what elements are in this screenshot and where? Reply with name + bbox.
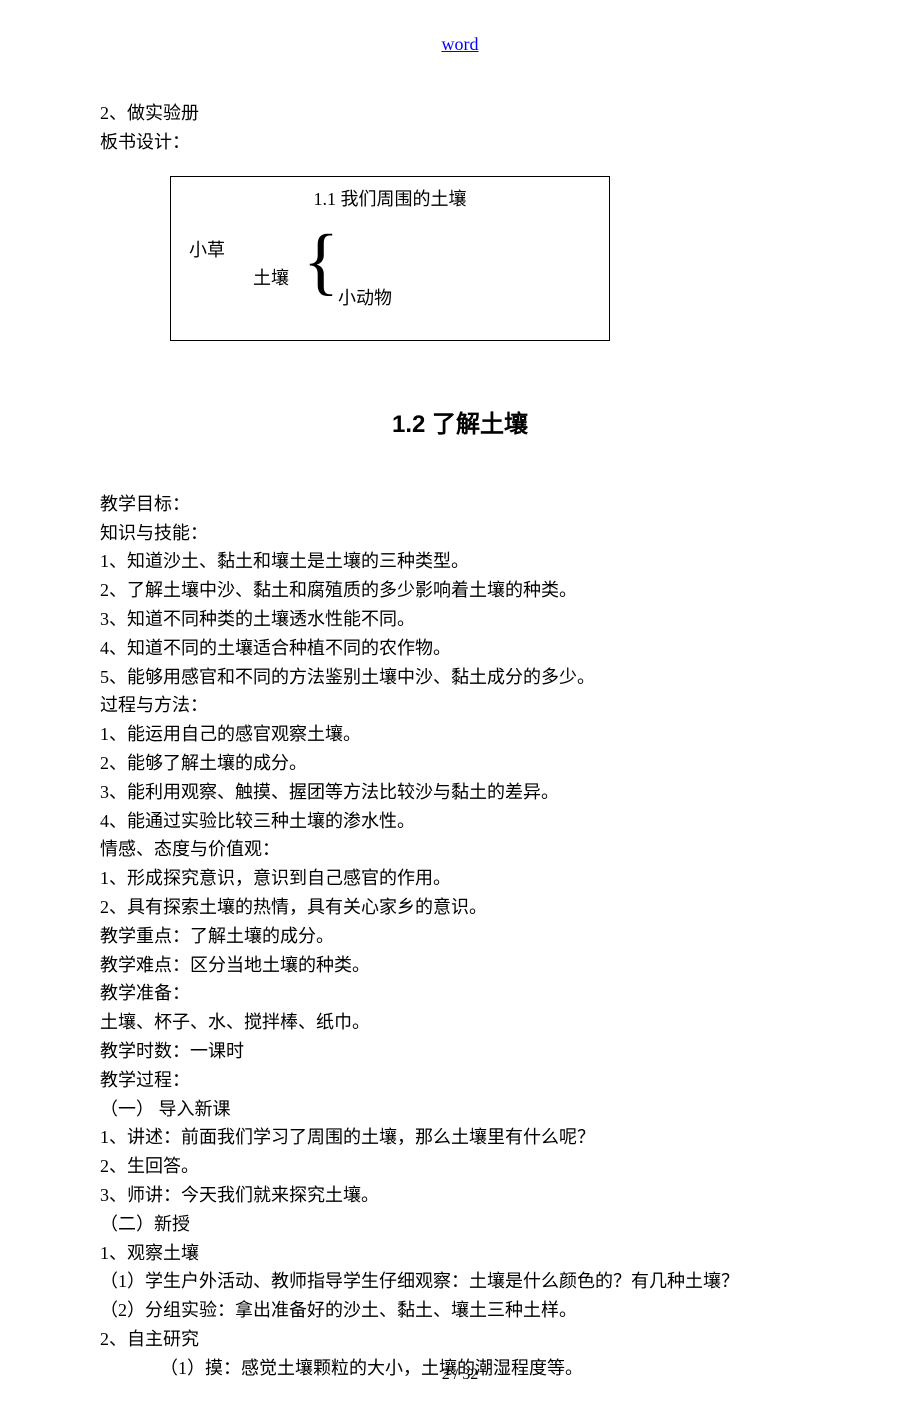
content-line: 1、讲述：前面我们学习了周围的土壤，那么土壤里有什么呢？ <box>100 1123 820 1152</box>
content-line: 土壤、杯子、水、搅拌棒、纸巾。 <box>100 1008 820 1037</box>
intro-block: 2、做实验册 板书设计： <box>100 99 820 157</box>
content-line: 2、自主研究 <box>100 1325 820 1354</box>
content-line: （2）分组实验：拿出准备好的沙土、黏土、壤土三种土样。 <box>100 1296 820 1325</box>
content-line: 1、知道沙土、黏土和壤土是土壤的三种类型。 <box>100 547 820 576</box>
content-line: 2、能够了解土壤的成分。 <box>100 749 820 778</box>
content-line: 知识与技能： <box>100 519 820 548</box>
content-line: 1、能运用自己的感官观察土壤。 <box>100 720 820 749</box>
section-title: 1.2 了解土壤 <box>100 406 820 444</box>
content-line: 教学准备： <box>100 979 820 1008</box>
content-line: 2、具有探索土壤的热情，具有关心家乡的意识。 <box>100 893 820 922</box>
content-line: 4、能通过实验比较三种土壤的渗水性。 <box>100 807 820 836</box>
intro-line-1: 2、做实验册 <box>100 99 820 128</box>
content-line: 1、形成探究意识，意识到自己感官的作用。 <box>100 864 820 893</box>
content-line: 情感、态度与价值观： <box>100 835 820 864</box>
content-line: 3、师讲：今天我们就来探究土壤。 <box>100 1181 820 1210</box>
content-line: 教学时数：一课时 <box>100 1037 820 1066</box>
brace-icon: { <box>303 224 339 299</box>
content-line: 教学难点：区分当地土壤的种类。 <box>100 951 820 980</box>
content-line: 2、生回答。 <box>100 1152 820 1181</box>
page-footer: 2 / 32 <box>0 1362 920 1388</box>
content-line: 3、知道不同种类的土壤透水性能不同。 <box>100 605 820 634</box>
document-page: word 2、做实验册 板书设计： 1.1 我们周围的土壤 小草 土壤 { 小动… <box>0 0 920 1412</box>
diagram-node-animal: 小动物 <box>338 284 392 313</box>
content-line: （二）新授 <box>100 1210 820 1239</box>
lesson-content: 教学目标： 知识与技能： 1、知道沙土、黏土和壤土是土壤的三种类型。 2、了解土… <box>100 490 820 1383</box>
content-line: 过程与方法： <box>100 691 820 720</box>
diagram-node-soil: 土壤 <box>253 264 289 293</box>
content-line: （一） 导入新课 <box>100 1095 820 1124</box>
content-line: 4、知道不同的土壤适合种植不同的农作物。 <box>100 634 820 663</box>
board-diagram-box: 1.1 我们周围的土壤 小草 土壤 { 小动物 <box>170 176 610 341</box>
content-line: 3、能利用观察、触摸、握团等方法比较沙与黏土的差异。 <box>100 778 820 807</box>
header-link[interactable]: word <box>100 30 820 59</box>
content-line: 5、能够用感官和不同的方法鉴别土壤中沙、黏土成分的多少。 <box>100 663 820 692</box>
content-line: 教学重点：了解土壤的成分。 <box>100 922 820 951</box>
intro-line-2: 板书设计： <box>100 128 820 157</box>
content-line: 2、了解土壤中沙、黏土和腐殖质的多少影响着土壤的种类。 <box>100 576 820 605</box>
content-line: 教学过程： <box>100 1066 820 1095</box>
content-line: 教学目标： <box>100 490 820 519</box>
diagram-title: 1.1 我们周围的土壤 <box>183 185 597 214</box>
content-line: 1、观察土壤 <box>100 1239 820 1268</box>
content-line: （1）学生户外活动、教师指导学生仔细观察：土壤是什么颜色的？有几种土壤？ <box>100 1267 820 1296</box>
diagram-node-grass: 小草 <box>189 236 225 265</box>
diagram-content: 小草 土壤 { 小动物 <box>183 224 597 324</box>
